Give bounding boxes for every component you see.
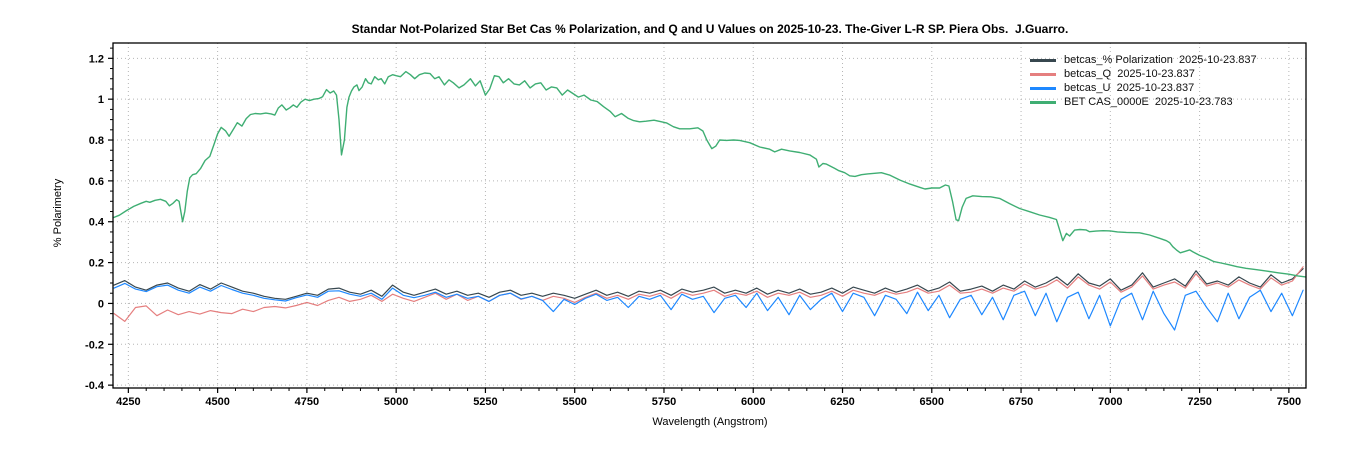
svg-text:7000: 7000 — [1098, 396, 1122, 408]
polarization-line-swatch — [1030, 58, 1056, 62]
y-axis-label: % Polarimetry — [52, 178, 64, 248]
svg-text:6250: 6250 — [830, 396, 854, 408]
legend-item-u: betcas_U 2025-10-23.837 — [1030, 81, 1257, 95]
svg-text:0: 0 — [98, 298, 104, 310]
svg-text:6500: 6500 — [920, 396, 944, 408]
svg-text:4500: 4500 — [205, 396, 229, 408]
svg-text:5750: 5750 — [652, 396, 676, 408]
svg-text:1.2: 1.2 — [89, 53, 104, 65]
legend-label: betcas_Q 2025-10-23.837 — [1064, 68, 1195, 80]
legend: betcas_% Polarization 2025-10-23.837 bet… — [1030, 53, 1257, 109]
svg-text:0.8: 0.8 — [89, 135, 104, 147]
svg-text:-0.4: -0.4 — [85, 380, 105, 392]
svg-text:0.4: 0.4 — [89, 217, 105, 229]
q-line-swatch — [1030, 72, 1056, 76]
svg-text:1: 1 — [98, 94, 104, 106]
svg-text:5000: 5000 — [384, 396, 408, 408]
spectrum-line-swatch — [1030, 100, 1056, 104]
svg-text:0.2: 0.2 — [89, 258, 104, 270]
svg-text:6750: 6750 — [1009, 396, 1033, 408]
u-line-swatch — [1030, 86, 1056, 90]
svg-text:7250: 7250 — [1187, 396, 1211, 408]
legend-label: BET CAS_0000E 2025-10-23.783 — [1064, 96, 1233, 108]
legend-item-spectrum: BET CAS_0000E 2025-10-23.783 — [1030, 95, 1257, 109]
svg-text:5250: 5250 — [473, 396, 497, 408]
svg-text:7500: 7500 — [1277, 396, 1301, 408]
legend-label: betcas_% Polarization 2025-10-23.837 — [1064, 54, 1257, 66]
svg-text:4750: 4750 — [295, 396, 319, 408]
svg-text:0.6: 0.6 — [89, 176, 104, 188]
svg-text:6000: 6000 — [741, 396, 765, 408]
legend-item-polarization: betcas_% Polarization 2025-10-23.837 — [1030, 53, 1257, 67]
svg-text:5500: 5500 — [562, 396, 586, 408]
x-axis-label: Wavelength (Angstrom) — [652, 416, 768, 428]
legend-label: betcas_U 2025-10-23.837 — [1064, 82, 1195, 94]
svg-text:-0.2: -0.2 — [85, 339, 104, 351]
chart-title: Standar Not-Polarized Star Bet Cas % Pol… — [351, 22, 1069, 36]
legend-item-q: betcas_Q 2025-10-23.837 — [1030, 67, 1257, 81]
svg-text:4250: 4250 — [116, 396, 140, 408]
